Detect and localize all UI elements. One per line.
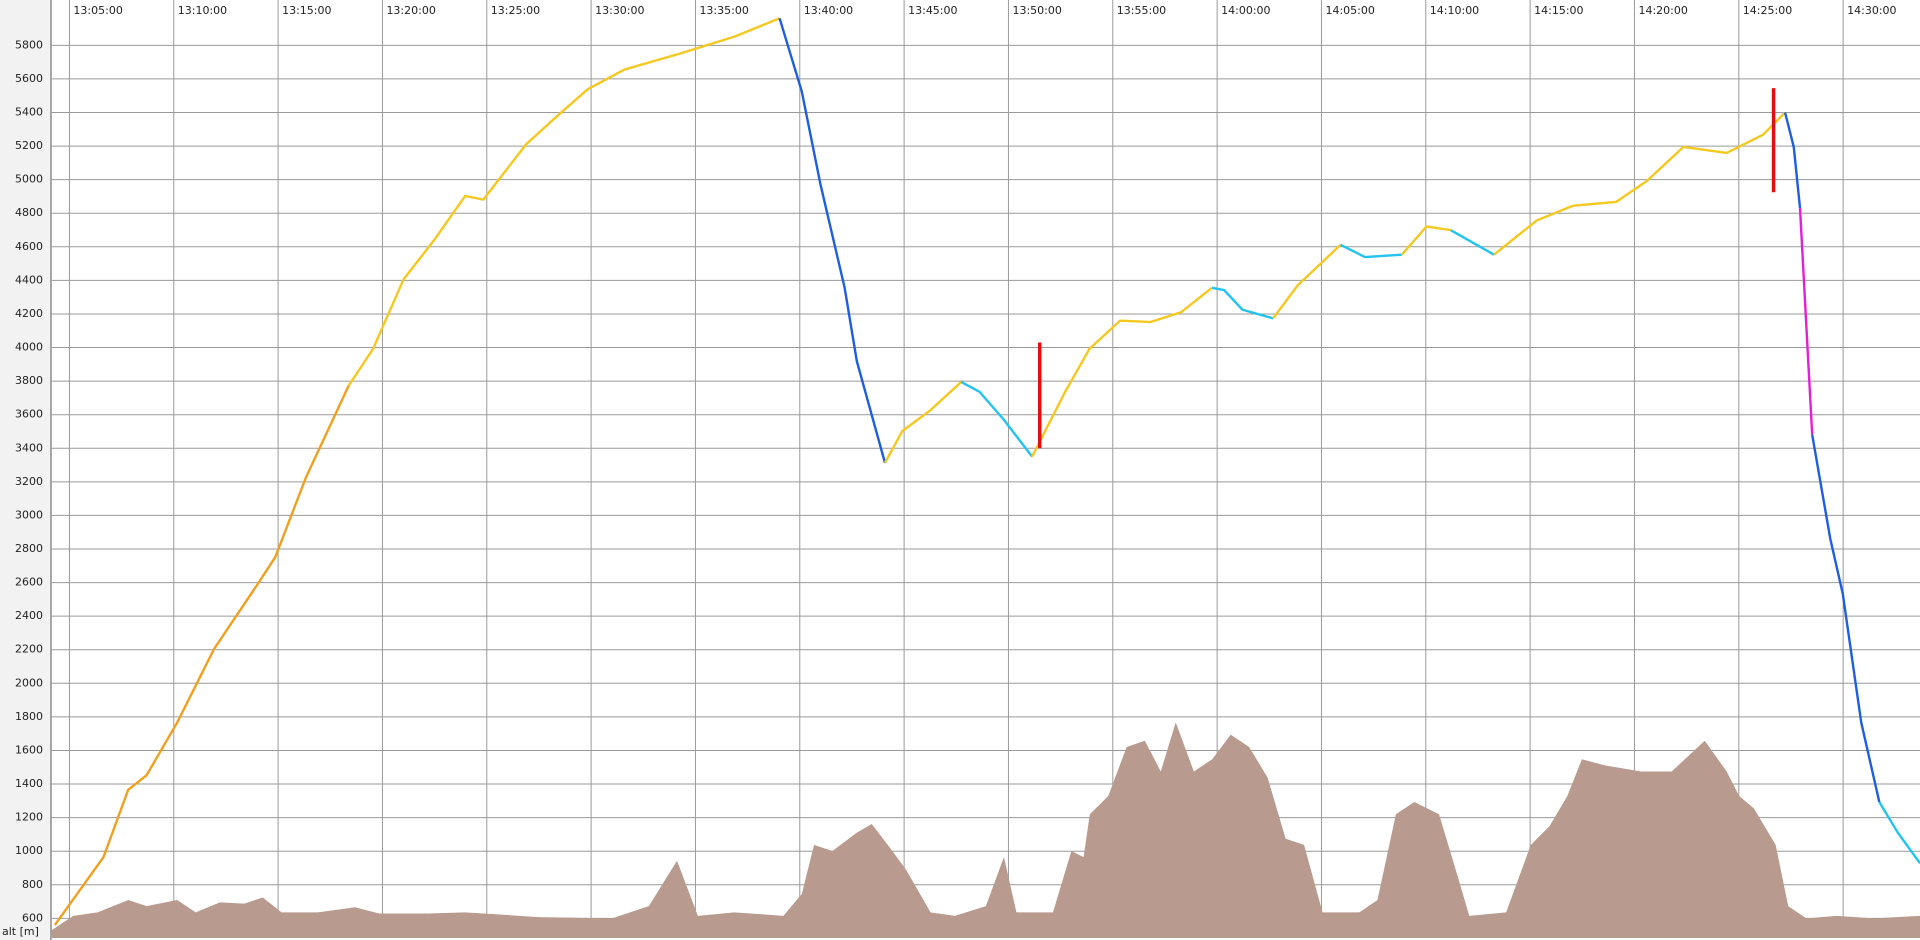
altitude-line [1493, 111, 1786, 256]
y-tick-label: 2000 [15, 676, 43, 689]
y-tick-label: 800 [22, 878, 43, 891]
y-tick-label: 4600 [15, 240, 43, 253]
y-tick-label: 5400 [15, 105, 43, 118]
terrain-area [51, 722, 1920, 938]
altitude-line [1031, 286, 1213, 458]
altitude-line [1450, 229, 1495, 256]
y-tick-label: 1200 [15, 811, 43, 824]
x-tick-label-top: 13:10:00 [178, 4, 227, 17]
y-tick-label: 2600 [15, 576, 43, 589]
x-tick-label-top: 14:25:00 [1743, 4, 1792, 17]
y-tick-label: 1600 [15, 743, 43, 756]
x-tick-label-top: 14:30:00 [1847, 4, 1896, 17]
altitude-line [1211, 286, 1274, 320]
altitude-line [778, 17, 887, 464]
y-tick-label: 2800 [15, 542, 43, 555]
y-tick-label: 3200 [15, 475, 43, 488]
altitude-line [1272, 243, 1342, 320]
x-tick-label-top: 13:15:00 [282, 4, 331, 17]
altitude-line [53, 385, 350, 926]
x-tick-label-top: 13:25:00 [491, 4, 540, 17]
altitude-line [1878, 801, 1920, 864]
x-tick-label-top: 13:20:00 [386, 4, 435, 17]
altitude-line [1783, 112, 1802, 209]
y-axis-label: alt [m] [2, 925, 39, 938]
y-tick-label: 1400 [15, 777, 43, 790]
x-tick-label-top: 13:40:00 [804, 4, 853, 17]
y-tick-label: 3800 [15, 374, 43, 387]
x-tick-label-top: 13:30:00 [595, 4, 644, 17]
y-tick-label: 4800 [15, 206, 43, 219]
altitude-line [1798, 207, 1814, 435]
y-tick-label: 1800 [15, 710, 43, 723]
y-tick-label: 2400 [15, 609, 43, 622]
y-tick-label: 2200 [15, 643, 43, 656]
x-tick-label-top: 13:45:00 [908, 4, 957, 17]
altitude-line [347, 17, 781, 387]
y-tick-label: 5800 [15, 38, 43, 51]
altitude-line [960, 380, 1034, 458]
y-tick-label: 5200 [15, 139, 43, 152]
x-tick-label-top: 13:50:00 [1012, 4, 1061, 17]
y-tick-label: 3400 [15, 441, 43, 454]
y-tick-label: 3600 [15, 408, 43, 421]
x-tick-label-top: 13:55:00 [1117, 4, 1166, 17]
altitude-line [883, 381, 962, 464]
y-tick-label: 5600 [15, 72, 43, 85]
y-tick-label: 4200 [15, 307, 43, 320]
x-tick-label-top: 14:20:00 [1638, 4, 1687, 17]
x-tick-label-top: 14:15:00 [1534, 4, 1583, 17]
x-tick-label-top: 13:35:00 [699, 4, 748, 17]
x-tick-label-top: 14:05:00 [1325, 4, 1374, 17]
y-tick-label: 4400 [15, 273, 43, 286]
y-tick-label: 3000 [15, 508, 43, 521]
y-tick-label: 5000 [15, 173, 43, 186]
altitude-line [1340, 243, 1402, 259]
y-tick-label: 600 [22, 911, 43, 924]
altitude-line [1400, 225, 1452, 256]
y-tick-label: 1000 [15, 844, 43, 857]
altitude-line [1811, 434, 1881, 803]
y-tick-label: 4000 [15, 341, 43, 354]
x-tick-label-top: 14:00:00 [1221, 4, 1270, 17]
axis-panel [0, 0, 51, 940]
x-tick-label-top: 14:10:00 [1430, 4, 1479, 17]
x-tick-label-top: 13:05:00 [73, 4, 122, 17]
